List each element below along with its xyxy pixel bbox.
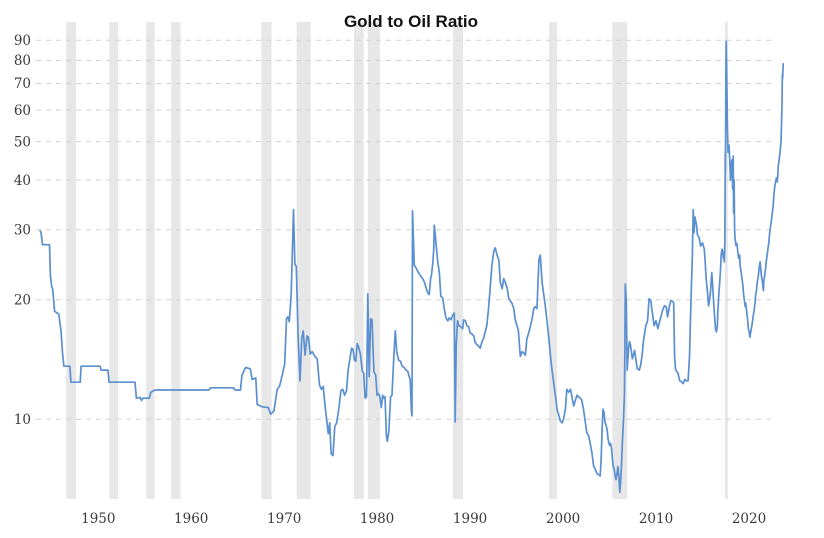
recession-band — [109, 22, 119, 499]
x-tick-label: 1950 — [81, 511, 115, 527]
recession-band — [725, 22, 728, 499]
x-tick-label: 1980 — [360, 511, 394, 527]
series-line[interactable] — [39, 40, 785, 494]
series-layer — [39, 40, 785, 494]
y-tick-label: 10 — [14, 412, 31, 428]
chart-title: Gold to Oil Ratio — [344, 12, 478, 31]
y-tick-label: 90 — [14, 33, 31, 49]
recession-band — [146, 22, 155, 499]
x-axis: 1950 1960 1970 1980 1990 2000 2010 2020 — [81, 511, 766, 527]
recession-bands-layer — [66, 22, 728, 499]
x-tick-label: 1990 — [453, 511, 487, 527]
recession-band — [353, 22, 364, 499]
recession-band — [296, 22, 311, 499]
x-tick-label: 2000 — [546, 511, 580, 527]
recession-band — [367, 22, 380, 499]
y-tick-label: 60 — [14, 103, 31, 119]
recession-band — [66, 22, 76, 499]
recession-band — [171, 22, 181, 499]
y-tick-label: 70 — [14, 76, 31, 92]
y-tick-label: 40 — [14, 173, 31, 189]
x-tick-label: 2020 — [732, 511, 766, 527]
y-tick-label: 30 — [14, 222, 31, 238]
gridlines-layer — [36, 39, 775, 420]
recession-band — [452, 22, 464, 499]
x-tick-label: 1970 — [267, 511, 301, 527]
recession-band — [612, 22, 628, 499]
y-tick-label: 50 — [14, 134, 31, 150]
x-tick-label: 1960 — [174, 511, 208, 527]
recession-band — [549, 22, 557, 499]
y-tick-label: 80 — [14, 53, 31, 69]
y-axis: 10 20 30 40 50 60 70 80 90 — [14, 33, 31, 428]
x-tick-label: 2010 — [639, 511, 673, 527]
y-tick-label: 20 — [14, 292, 31, 308]
recession-band — [261, 22, 272, 499]
